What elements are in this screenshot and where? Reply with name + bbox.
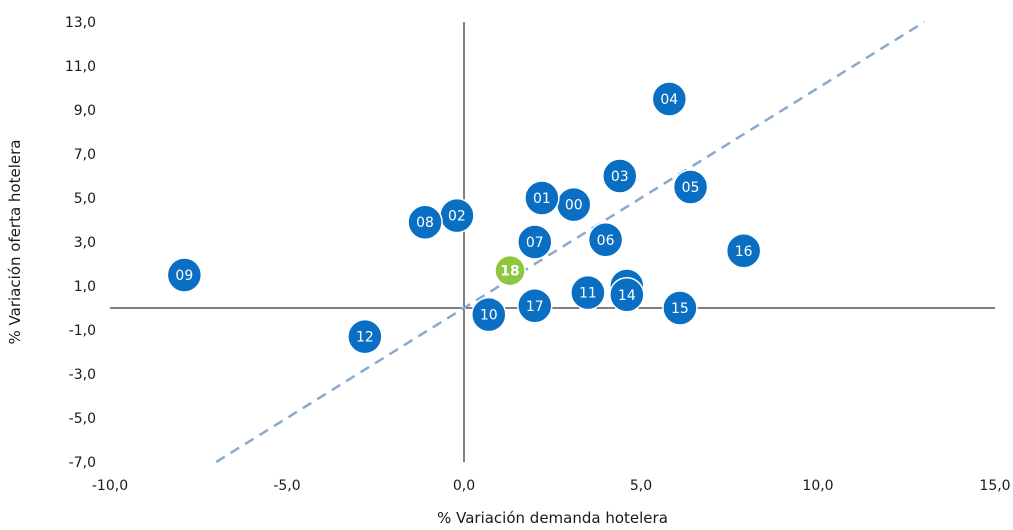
data-point-label: 17: [526, 299, 544, 315]
data-point-07: 07: [517, 224, 553, 260]
x-tick-label: 0,0: [453, 478, 475, 494]
data-point-marker: [517, 224, 553, 260]
data-point-marker: [725, 233, 762, 269]
data-point-label: 10: [480, 308, 498, 324]
data-point-17: 17: [517, 288, 553, 324]
y-tick-label: 7,0: [74, 147, 96, 163]
data-point-11: 11: [570, 274, 606, 311]
data-point-marker: [347, 318, 383, 355]
data-point-label: 08: [416, 215, 434, 231]
y-axis-title: % Variación oferta hotelera: [6, 140, 24, 345]
data-point-label: 18: [500, 264, 519, 280]
data-point-marker: [407, 204, 443, 240]
y-tick-label: 5,0: [74, 191, 96, 207]
data-point-marker: [651, 81, 688, 117]
data-point-18: 18: [494, 254, 526, 287]
data-point-marker: [587, 222, 624, 258]
data-point-08: 08: [407, 204, 443, 240]
x-tick-label: -10,0: [92, 478, 128, 494]
data-point-marker: [609, 277, 645, 313]
data-point-label: 11: [579, 286, 597, 302]
data-point-01: 01: [524, 180, 560, 216]
y-axis-ticks: 13,0 11,0 9,0 7,0 5,0 3,0 1,0 -1,0 -3,0 -5,0 -7,0: [65, 15, 96, 471]
data-point-00: 00: [555, 186, 592, 223]
data-points: 00010203040506070809101112131415161718: [166, 81, 762, 355]
data-point-06: 06: [587, 222, 624, 258]
y-tick-label: -5,0: [69, 411, 96, 427]
data-point-label: 06: [597, 233, 615, 249]
x-tick-label: 10,0: [802, 478, 833, 494]
data-point-label: 12: [356, 330, 374, 346]
data-point-14: 14: [609, 277, 645, 313]
y-tick-label: 3,0: [74, 235, 96, 251]
data-point-label: 03: [611, 169, 629, 185]
y-tick-label: -7,0: [69, 455, 96, 471]
data-point-label: 05: [682, 180, 700, 196]
data-point-label: 07: [526, 235, 544, 251]
data-point-marker: [602, 158, 638, 194]
trend-line: [215, 20, 925, 464]
data-point-marker: [517, 288, 553, 324]
data-point-label: 15: [671, 301, 689, 317]
data-point-04: 04: [651, 81, 688, 117]
data-point-label: 16: [735, 244, 753, 260]
data-point-16: 16: [725, 233, 762, 269]
data-point-15: 15: [662, 290, 698, 326]
data-point-marker: [471, 296, 507, 333]
data-point-label: 00: [565, 198, 583, 214]
y-tick-label: -3,0: [69, 367, 96, 383]
y-tick-label: 11,0: [65, 59, 96, 75]
data-point-marker: [166, 257, 203, 293]
data-point-label: 04: [660, 92, 678, 108]
data-point-05: 05: [672, 169, 709, 205]
data-point-label: 14: [618, 288, 636, 304]
y-tick-label: -1,0: [69, 323, 96, 339]
data-point-03: 03: [602, 158, 638, 194]
data-point-09: 09: [166, 257, 203, 293]
data-point-marker: [524, 180, 560, 216]
x-tick-label: 15,0: [979, 478, 1010, 494]
data-point-10: 10: [471, 296, 507, 333]
data-point-marker: [672, 169, 709, 205]
x-tick-label: 5,0: [630, 478, 652, 494]
y-tick-label: 1,0: [74, 279, 96, 295]
data-point-marker: [570, 274, 606, 311]
x-axis-ticks: -10,0 -5,0 0,0 5,0 10,0 15,0: [92, 478, 1011, 494]
y-tick-label: 9,0: [74, 103, 96, 119]
data-point-label: 01: [533, 191, 551, 207]
data-point-marker: [494, 254, 526, 287]
data-point-label: 09: [175, 268, 193, 284]
x-tick-label: -5,0: [273, 478, 300, 494]
data-point-marker: [662, 290, 698, 326]
x-axis-title: % Variación demanda hotelera: [437, 509, 668, 527]
data-point-02: 02: [439, 197, 475, 234]
data-point-12: 12: [347, 318, 383, 355]
y-tick-label: 13,0: [65, 15, 96, 31]
data-point-label: 02: [448, 209, 466, 225]
